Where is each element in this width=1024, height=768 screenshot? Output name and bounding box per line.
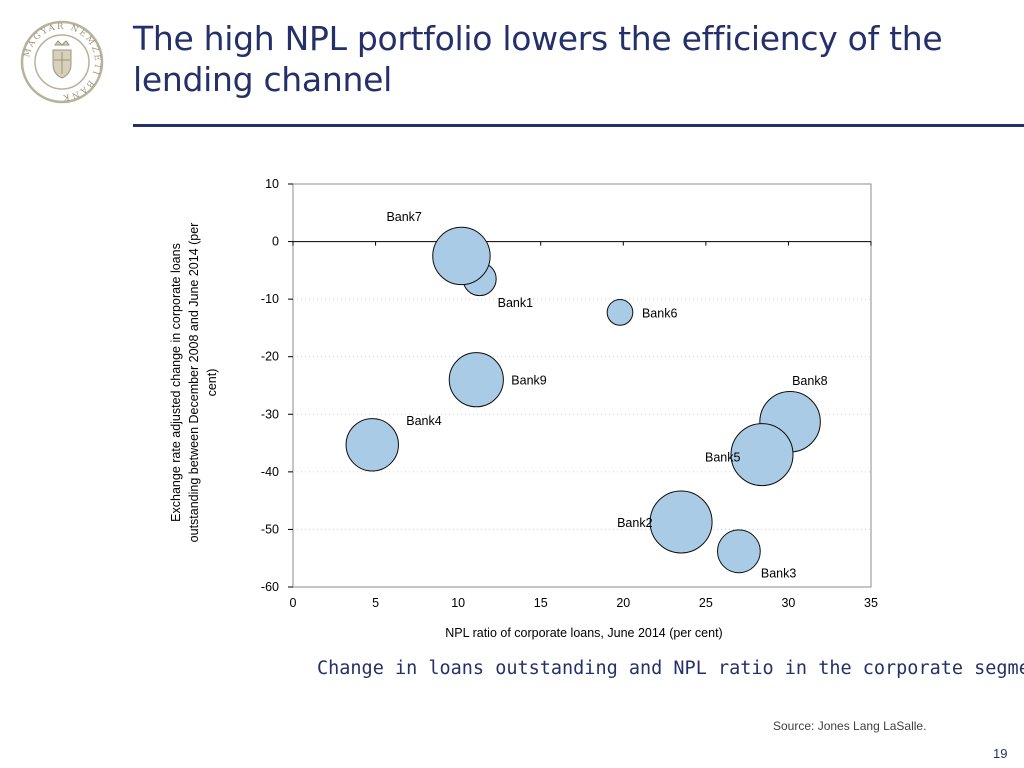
- y-tick-label: 0: [272, 235, 279, 249]
- bubble-bank3: [716, 529, 761, 574]
- plot-area: 0 5 10 15 20 25 30 35 10 0 -10 -20 -30 -40 -50 -60 Ban…: [261, 177, 878, 610]
- x-tick-label: 5: [372, 596, 379, 610]
- bubble-label: Bank4: [406, 414, 441, 428]
- bubble-chart: 0 5 10 15 20 25 30 35 10 0 -10 -20 -30 -40 -50 -60 Ban…: [169, 177, 878, 640]
- x-tick-label: 35: [864, 596, 878, 610]
- bubble-label: Bank6: [642, 306, 677, 320]
- y-axis-ticks: 10 0 -10 -20 -30 -40 -50 -60: [261, 177, 293, 594]
- bubble-bank9: [448, 352, 504, 408]
- bubble-label: Bank9: [511, 374, 546, 388]
- y-tick-label: -30: [261, 407, 279, 421]
- bubble-label: Bank1: [498, 296, 533, 310]
- bubble-bank6: [606, 299, 634, 326]
- bubble-label: Bank3: [761, 566, 796, 580]
- grid-lines: [293, 298, 871, 530]
- title-divider: [133, 124, 1024, 127]
- y-axis-title-line: outstanding between December 2008 and Ju…: [187, 223, 201, 543]
- bubble-bank4: [345, 418, 399, 472]
- y-tick-label: -40: [261, 465, 279, 479]
- y-axis-title-line: Exchange rate adjusted change in corpora…: [169, 243, 183, 522]
- y-tick-label: -60: [261, 580, 279, 594]
- bubble-bank7: [432, 226, 491, 286]
- x-axis-title: NPL ratio of corporate loans, June 2014 …: [445, 626, 722, 640]
- y-axis-title: Exchange rate adjusted change in corpora…: [169, 223, 219, 543]
- bubble-label: Bank8: [792, 374, 827, 388]
- bubble-series: [345, 226, 821, 574]
- y-tick-label: -20: [261, 350, 279, 364]
- page-number: 19: [993, 746, 1008, 761]
- bubble-bank5: [730, 423, 794, 487]
- chart-caption: Change in loans outstanding and NPL rati…: [317, 658, 1024, 679]
- x-tick-label: 15: [534, 596, 548, 610]
- x-tick-label: 25: [699, 596, 713, 610]
- page-title: The high NPL portfolio lowers the effici…: [133, 19, 943, 99]
- mnb-logo: MAGYAR NEMZETI BANK: [20, 20, 104, 104]
- source-note: Source: Jones Lang LaSalle.: [773, 719, 927, 733]
- bubble-label: Bank5: [705, 451, 740, 465]
- bubble-labels: Bank1 Bank7 Bank6 Bank9 Bank4 Bank8 Bank5 Bank2…: [386, 210, 827, 580]
- bubble-label: Bank7: [386, 210, 421, 224]
- x-tick-label: 10: [451, 596, 465, 610]
- bubble-bank2: [649, 490, 713, 554]
- y-tick-label: -50: [261, 522, 279, 536]
- y-axis-title-line: cent): [205, 369, 219, 397]
- x-tick-label: 20: [616, 596, 630, 610]
- x-tick-label: 30: [781, 596, 795, 610]
- plot-frame: [292, 183, 872, 588]
- x-tick-label: 0: [290, 596, 297, 610]
- bubble-label: Bank2: [617, 516, 652, 530]
- y-tick-label: -10: [261, 292, 279, 306]
- x-axis-ticks: 0 5 10 15 20 25 30 35: [290, 241, 878, 610]
- y-tick-label: 10: [265, 177, 279, 191]
